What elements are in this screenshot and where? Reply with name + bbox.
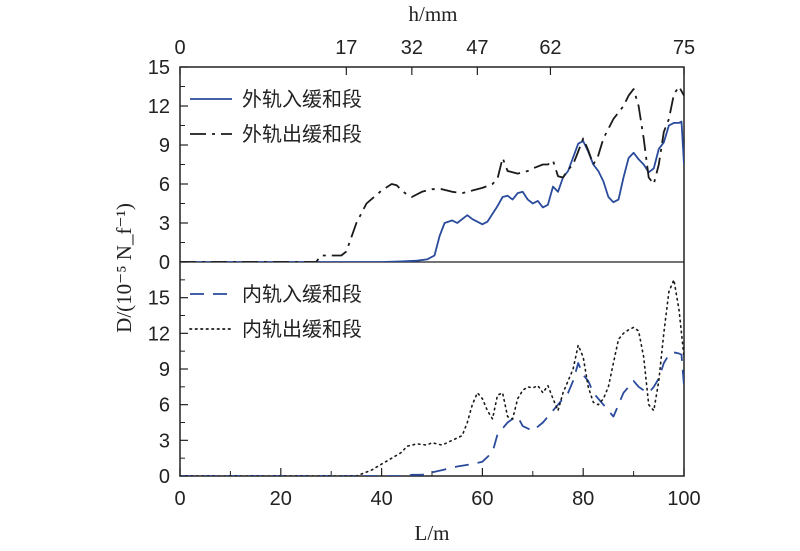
series-line-lower-2 — [180, 279, 684, 476]
y-tick-label: 0 — [159, 252, 170, 274]
x-tick-label: 60 — [471, 488, 493, 510]
y-tick-label: 6 — [159, 395, 170, 417]
legend-label: 外轨出缓和段 — [242, 122, 362, 146]
legend-label: 内轨入缓和段 — [242, 282, 362, 306]
y-tick-label: 15 — [148, 288, 170, 310]
y-tick-label: 0 — [159, 466, 170, 488]
y-tick-label: 3 — [159, 430, 170, 452]
y-tick-label: 6 — [159, 174, 170, 196]
x-tick-label: 0 — [174, 488, 185, 510]
top-tick-label: 17 — [335, 37, 357, 59]
y-axis-title: D/(10⁻⁵ N_f⁻¹) — [112, 203, 136, 333]
series-line-upper-2 — [180, 85, 684, 262]
x-tick-label: 40 — [370, 488, 392, 510]
series-line-upper-1 — [180, 120, 684, 262]
series-layer — [180, 85, 684, 476]
y-tick-label: 3 — [159, 213, 170, 235]
y-tick-label: 15 — [148, 57, 170, 79]
y-tick-label: 12 — [148, 323, 170, 345]
axis-ticks — [179, 66, 685, 477]
x-axis-title: L/m — [415, 521, 450, 545]
top-tick-label: 62 — [539, 37, 561, 59]
series-line-lower-1 — [180, 351, 684, 476]
x-tick-label: 100 — [667, 488, 700, 510]
y-tick-label: 12 — [148, 96, 170, 118]
top-axis-title: h/mm — [408, 2, 457, 26]
y-tick-label: 9 — [159, 135, 170, 157]
top-tick-label: 0 — [174, 37, 185, 59]
x-tick-label: 80 — [572, 488, 594, 510]
y-tick-label: 9 — [159, 359, 170, 381]
x-tick-label: 20 — [270, 488, 292, 510]
top-tick-label: 47 — [466, 37, 488, 59]
legend-label: 外轨入缓和段 — [242, 87, 362, 111]
top-tick-label: 75 — [673, 37, 695, 59]
top-tick-label: 32 — [401, 37, 423, 59]
legend-label: 内轨出缓和段 — [242, 317, 362, 341]
